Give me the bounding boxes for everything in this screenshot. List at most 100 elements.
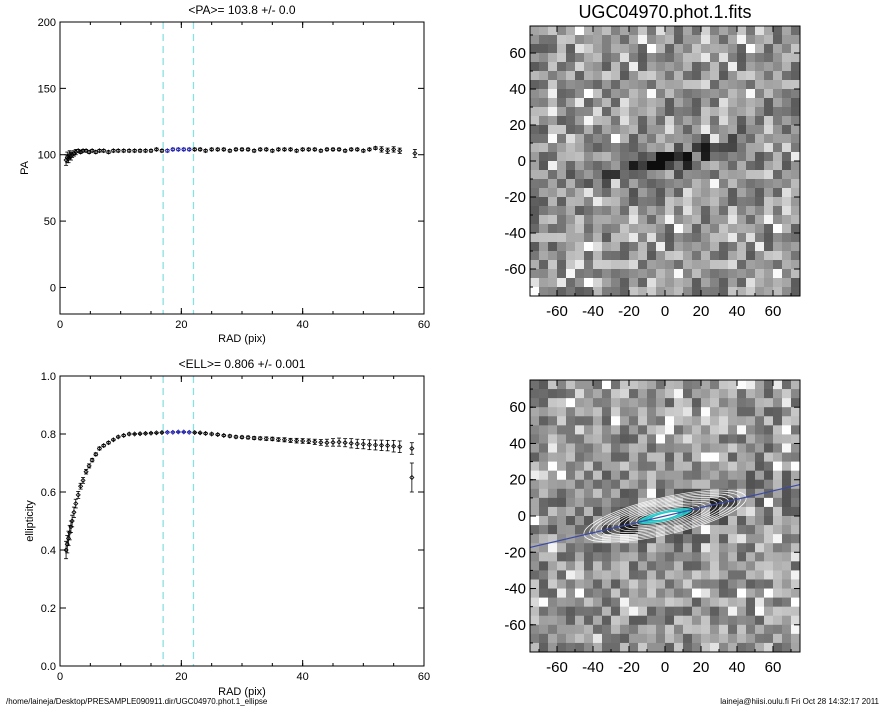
image-pixel <box>773 134 783 144</box>
image-pixel <box>665 407 675 417</box>
image-pixel <box>764 570 774 580</box>
y-tick-label: -40 <box>504 581 526 598</box>
image-pixel <box>593 633 603 644</box>
image-pixel <box>674 44 684 54</box>
image-pixel <box>755 62 765 72</box>
image-pixel <box>539 233 549 243</box>
image-pixel <box>719 233 729 243</box>
image-pixel <box>791 224 801 234</box>
image-pixel <box>647 134 657 144</box>
image-pixel <box>683 416 693 426</box>
image-pixel <box>539 287 549 297</box>
image-pixel <box>728 452 738 463</box>
image-pixel <box>530 251 540 261</box>
x-tick-label: 60 <box>418 671 430 683</box>
pa-plot-frame <box>59 21 425 315</box>
image-pixel <box>710 206 720 216</box>
image-pixel <box>710 179 720 189</box>
data-point <box>318 439 324 445</box>
image-pixel <box>746 642 756 653</box>
image-pixel <box>647 588 657 599</box>
image-pixel <box>638 269 648 279</box>
image-pixel <box>746 543 756 553</box>
data-point <box>336 146 342 152</box>
image-pixel <box>764 89 774 99</box>
image-pixel <box>584 389 594 399</box>
image-pixel <box>557 152 567 162</box>
data-point <box>121 432 127 439</box>
image-pixel <box>737 89 747 99</box>
image-pixel <box>656 624 666 635</box>
image-pixel <box>584 26 594 36</box>
image-pixel <box>530 116 540 126</box>
data-point <box>192 429 198 436</box>
image-pixel <box>773 251 783 261</box>
image-pixel <box>764 434 774 444</box>
image-pixel <box>791 179 801 189</box>
image-pixel <box>692 62 702 72</box>
image-pixel <box>530 206 540 216</box>
image-pixel <box>710 416 720 426</box>
image-pixel <box>530 35 540 45</box>
image-pixel <box>638 35 648 45</box>
image-pixel <box>620 543 630 553</box>
image-pixel <box>683 143 693 153</box>
image-pixel <box>584 479 594 490</box>
image-pixel <box>656 89 666 99</box>
image-pixel <box>764 516 774 526</box>
image-pixel <box>620 224 630 234</box>
image-pixel <box>728 179 738 189</box>
image-pixel <box>665 116 675 126</box>
image-pixel <box>566 161 576 171</box>
image-pixel <box>584 470 594 481</box>
image-pixel <box>557 380 567 390</box>
image-pixel <box>737 287 747 297</box>
image-pixel <box>602 125 612 135</box>
ell-plot-xlabel: RAD (pix) <box>218 686 266 698</box>
image-pixel <box>575 179 585 189</box>
image-pixel <box>728 443 738 454</box>
y-tick-label: 40 <box>509 435 526 452</box>
image-pixel <box>773 642 783 653</box>
image-pixel <box>674 461 684 472</box>
image-pixel <box>719 561 729 571</box>
image-pixel <box>557 62 567 72</box>
image-pixel <box>548 206 558 216</box>
image-pixel <box>746 134 756 144</box>
image-pixel <box>674 570 684 580</box>
data-point <box>397 148 403 154</box>
image-pixel <box>692 134 702 144</box>
image-pixel <box>539 116 549 126</box>
image-pixel <box>548 53 558 63</box>
image-pixel <box>674 597 684 608</box>
image-pixel <box>737 579 747 590</box>
image-pixel <box>620 534 630 544</box>
image-pixel <box>719 380 729 390</box>
image-pixel <box>539 579 549 590</box>
image-pixel <box>764 380 774 390</box>
image-pixel <box>638 80 648 90</box>
image-pixel <box>719 269 729 279</box>
image-pixel <box>782 416 792 426</box>
image-pixel <box>566 642 576 653</box>
image-pixel <box>611 197 621 207</box>
image-pixel <box>566 434 576 444</box>
data-point <box>227 433 233 439</box>
image-pixel <box>557 416 567 426</box>
image-pixel <box>611 389 621 399</box>
image-pixel <box>566 215 576 225</box>
image-pixel <box>710 443 720 454</box>
image-pixel <box>683 107 693 117</box>
image-pixel <box>728 633 738 644</box>
image-pixel <box>656 452 666 463</box>
image-pixel <box>710 224 720 234</box>
image-pixel <box>602 452 612 463</box>
image-pixel <box>674 588 684 599</box>
image-pixel <box>620 479 630 490</box>
image-pixel <box>728 89 738 99</box>
image-pixel <box>584 561 594 571</box>
image-pixel <box>674 389 684 399</box>
image-pixel <box>791 98 801 108</box>
image-pixel <box>548 242 558 252</box>
image-pixel <box>791 597 801 608</box>
